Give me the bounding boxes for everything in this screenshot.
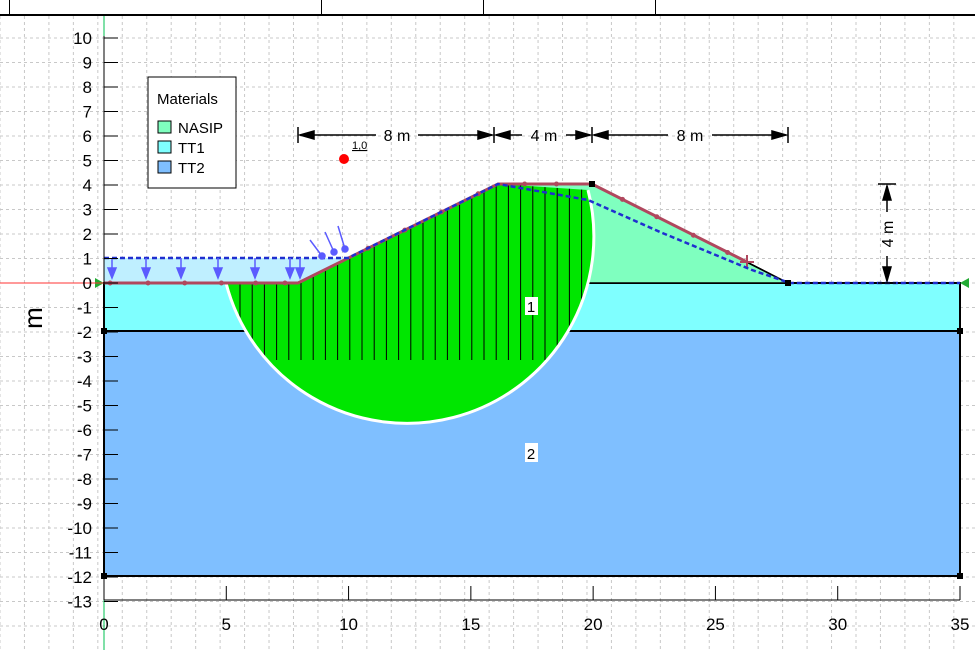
x-tick-label: 30 bbox=[828, 615, 847, 634]
x-tick-label: 5 bbox=[222, 615, 231, 634]
y-tick-label: -12 bbox=[67, 568, 92, 587]
y-tick-label: 1 bbox=[83, 250, 92, 269]
region-label-layer1: 1 bbox=[527, 299, 535, 316]
toolbar-cell bbox=[321, 0, 484, 14]
y-tick-label: 9 bbox=[83, 54, 92, 73]
water-arrow-head bbox=[106, 267, 118, 281]
water-arrow-head bbox=[318, 252, 326, 260]
surface-point bbox=[553, 181, 559, 187]
y-tick-label: -2 bbox=[77, 323, 92, 342]
slope-toe-line bbox=[746, 261, 789, 284]
surface-point bbox=[654, 214, 660, 220]
y-tick-label: -10 bbox=[67, 519, 92, 538]
x-tick-label: 0 bbox=[99, 615, 108, 634]
water-arrow-head bbox=[249, 267, 261, 281]
surface-point bbox=[725, 250, 731, 256]
y-tick-label: -1 bbox=[77, 299, 92, 318]
x-tick-label: 20 bbox=[584, 615, 603, 634]
surface-point bbox=[145, 280, 151, 286]
dim-crest: 4 m bbox=[531, 128, 558, 145]
surface-point bbox=[218, 280, 224, 286]
legend-swatch-tt2 bbox=[157, 160, 172, 174]
water-arrow-head bbox=[330, 248, 338, 256]
x-tick-label: 25 bbox=[706, 615, 725, 634]
dim-slope-right: 8 m bbox=[677, 128, 704, 145]
region-label-bg bbox=[525, 443, 538, 462]
materials-legend: Materials NASIP TT1 TT2 bbox=[147, 76, 237, 189]
horizontal-dimensions bbox=[297, 127, 789, 143]
vertical-dimension bbox=[878, 183, 896, 284]
y-tick-label: -5 bbox=[77, 397, 92, 416]
surface-point bbox=[690, 232, 696, 238]
surface-point bbox=[182, 280, 188, 286]
toolbar-cell bbox=[9, 0, 322, 14]
x-tick-label: 10 bbox=[339, 615, 358, 634]
top-toolbar-strip bbox=[0, 0, 975, 16]
surface-point bbox=[619, 196, 625, 202]
water-arrow-head bbox=[294, 267, 306, 281]
y-tick-label: 8 bbox=[83, 78, 92, 97]
y-axis-ticks: 109876543210-1-2-3-4-5-6-7-8-9-10-11-12-… bbox=[67, 29, 118, 612]
factor-of-safety-label: 1,0 bbox=[352, 140, 367, 152]
region-label-bg bbox=[525, 297, 538, 315]
legend-label-nasip: NASIP bbox=[178, 120, 223, 137]
surface-points bbox=[107, 181, 731, 286]
water-arrow bbox=[337, 225, 346, 250]
toolbar-cell bbox=[483, 0, 656, 14]
x-tick-label: 35 bbox=[951, 615, 970, 634]
x-axis-ticks: 0 5 10 15 20 25 30 35 bbox=[99, 586, 969, 634]
surface-point bbox=[522, 181, 528, 187]
y-axis-unit-label: m bbox=[18, 307, 48, 329]
y-tick-label: 5 bbox=[83, 152, 92, 171]
surface-point bbox=[282, 280, 288, 286]
legend-swatch-nasip bbox=[157, 120, 172, 134]
water-arrow-head bbox=[212, 267, 224, 281]
slope-stability-diagram: 109876543210-1-2-3-4-5-6-7-8-9-10-11-12-… bbox=[0, 16, 975, 650]
water-arrow-head bbox=[175, 267, 187, 281]
legend-title: Materials bbox=[157, 91, 218, 108]
y-tick-label: 2 bbox=[83, 225, 92, 244]
y-tick-label: -13 bbox=[67, 593, 92, 612]
y-tick-label: -3 bbox=[77, 348, 92, 367]
y-tick-label: -6 bbox=[77, 421, 92, 440]
dim-embankment-height: 4 m bbox=[880, 221, 897, 248]
water-arrow-head bbox=[341, 245, 349, 253]
y-tick-label: 4 bbox=[83, 176, 92, 195]
y-tick-label: 7 bbox=[83, 103, 92, 122]
right-boundary-marker bbox=[960, 278, 969, 288]
y-tick-label: -8 bbox=[77, 470, 92, 489]
legend-label-tt1: TT1 bbox=[178, 140, 205, 157]
region-label-layer2: 2 bbox=[527, 446, 535, 463]
water-arrow-head bbox=[140, 267, 152, 281]
y-tick-label: -7 bbox=[77, 446, 92, 465]
legend-swatch-tt1 bbox=[157, 140, 172, 154]
slip-center-point bbox=[339, 154, 349, 164]
piezometric-line bbox=[104, 182, 960, 285]
y-tick-label: 0 bbox=[83, 274, 92, 293]
y-tick-label: 6 bbox=[83, 127, 92, 146]
x-tick-label: 15 bbox=[461, 615, 480, 634]
water-load-arrows bbox=[106, 225, 349, 281]
legend-label-tt2: TT2 bbox=[178, 160, 205, 177]
dim-slope-left: 8 m bbox=[384, 128, 411, 145]
surface-point bbox=[253, 280, 259, 286]
y-tick-label: -9 bbox=[77, 495, 92, 514]
slip-surface bbox=[224, 189, 596, 425]
y-tick-label: -11 bbox=[69, 544, 92, 563]
slip-mass bbox=[226, 184, 594, 424]
toolbar-cell bbox=[0, 0, 10, 14]
water-arrow-head bbox=[284, 267, 296, 281]
y-tick-label: 3 bbox=[83, 201, 92, 220]
y-tick-label: -4 bbox=[77, 372, 92, 391]
y-tick-label: 10 bbox=[73, 29, 92, 48]
ponded-water bbox=[104, 258, 348, 283]
